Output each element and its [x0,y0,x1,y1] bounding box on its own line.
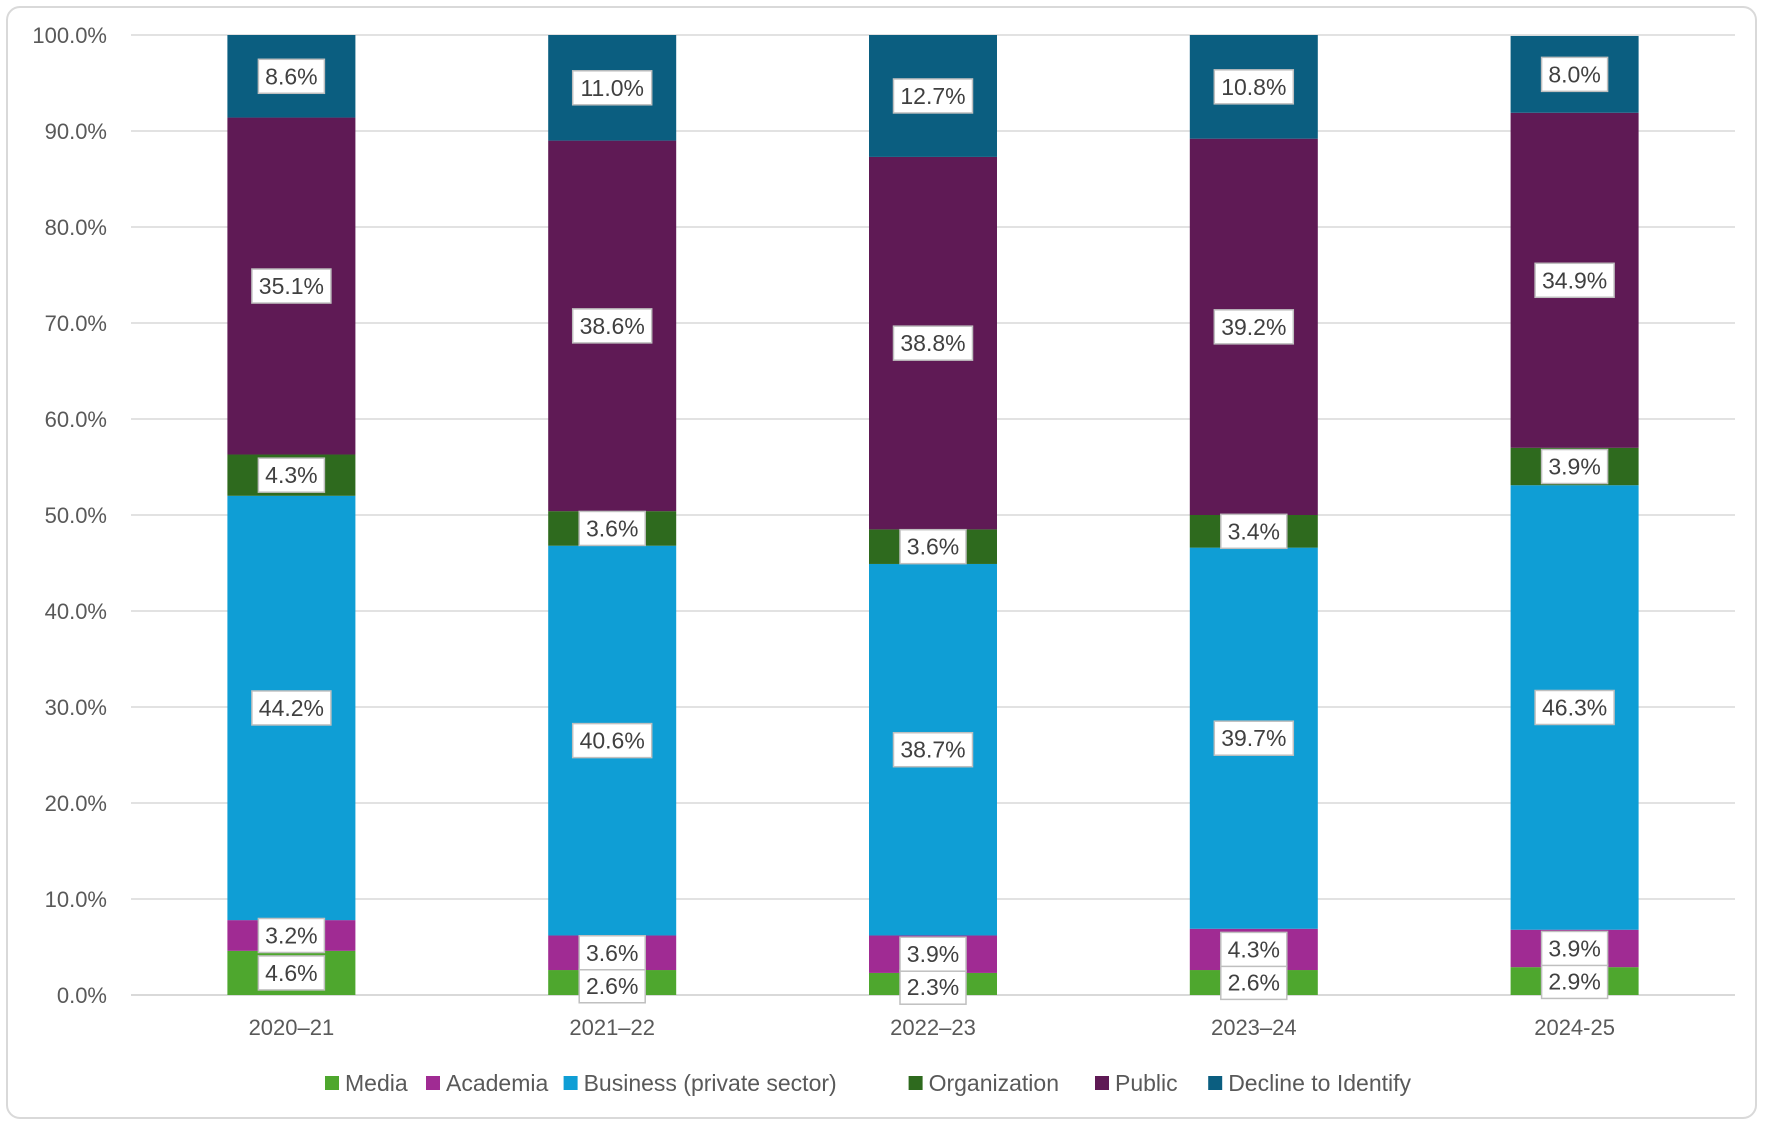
data-label-box [578,935,646,971]
legend-label: Media [345,1070,408,1096]
data-label: 2.3% [907,974,959,1000]
data-label-box [1220,931,1288,968]
legend: Media Academia Business (private sector) Or… [325,1070,1412,1096]
y-tick-label: 100.0% [32,23,107,48]
data-label: 44.2% [259,695,324,721]
data-label-box [571,722,653,759]
data-label-box [892,78,974,114]
data-label: 2.6% [1228,969,1280,995]
data-label: 2.6% [586,973,638,999]
data-label: 46.3% [1542,694,1607,720]
y-tick-label: 90.0% [45,119,107,144]
data-label-box [257,58,326,95]
chart-frame [6,6,1757,1119]
data-label: 4.6% [265,960,317,986]
data-label: 3.6% [907,534,959,560]
data-label-box [571,308,653,344]
data-label-box [899,936,967,972]
data-label: 39.7% [1221,725,1286,751]
y-tick-label: 10.0% [45,887,107,912]
legend-swatch [1208,1076,1223,1090]
data-label: 2.9% [1548,968,1600,994]
data-label-box [1540,56,1609,93]
data-label: 4.3% [265,462,317,488]
y-tick-label: 0.0% [57,983,107,1008]
legend-swatch [426,1076,440,1090]
data-label: 3.6% [586,515,638,541]
data-label: 8.6% [265,63,317,89]
data-label-box [578,968,646,1004]
legend-swatch [563,1076,578,1090]
data-label-box [1540,963,1609,1000]
x-tick-label: 2020–21 [249,1015,335,1040]
data-label: 4.3% [1228,936,1280,962]
data-label-box [1213,69,1295,105]
y-tick-label: 20.0% [45,791,107,816]
data-label: 34.9% [1542,267,1607,293]
data-label-box [1540,448,1609,485]
data-label-box [251,690,332,726]
data-label: 3.9% [907,941,959,967]
data-label-box [1540,930,1609,967]
data-label: 3.9% [1548,454,1600,480]
data-label-box [257,955,326,991]
data-label-box [257,917,326,954]
legend-label: Business (private sector) [584,1070,837,1096]
data-label: 11.0% [580,75,644,101]
x-tick-label: 2024-25 [1534,1015,1615,1040]
legend-swatch [1095,1076,1109,1090]
legend-swatch [325,1076,339,1090]
legend-label: Organization [929,1070,1059,1096]
data-label-box [892,731,974,768]
legend-swatch [908,1076,923,1090]
data-label: 39.2% [1221,314,1286,340]
data-label-box [1534,689,1615,726]
data-label-box [899,969,967,1005]
data-label: 40.6% [580,728,645,754]
y-tick-label: 60.0% [45,407,107,432]
data-label-box [899,528,967,565]
data-label: 3.4% [1228,518,1280,544]
data-label: 38.8% [900,330,965,356]
data-label: 12.7% [900,83,965,109]
legend-label: Decline to Identify [1228,1070,1411,1096]
data-label-box [1213,720,1295,756]
data-label-box [251,268,332,304]
y-tick-label: 80.0% [45,215,107,240]
data-label: 38.7% [900,737,965,763]
legend-label: Public [1115,1070,1178,1096]
data-label-box [578,510,646,547]
data-label-box [1220,513,1288,550]
x-tick-label: 2022–23 [890,1015,976,1040]
y-tick-label: 50.0% [45,503,107,528]
legend-label: Academia [446,1070,548,1096]
data-label: 10.8% [1221,74,1286,100]
data-label: 8.0% [1548,61,1600,87]
data-label: 3.2% [265,922,317,948]
y-tick-label: 70.0% [45,311,107,336]
x-tick-label: 2023–24 [1211,1015,1297,1040]
data-label-box [1534,262,1615,299]
data-label-box [257,457,326,493]
data-label-box [571,70,653,106]
data-label: 3.6% [586,940,638,966]
data-label: 35.1% [259,273,324,299]
data-label: 38.6% [580,313,645,339]
data-label: 3.9% [1548,935,1600,961]
data-label-box [892,325,974,361]
y-tick-label: 30.0% [45,695,107,720]
x-tick-label: 2021–22 [569,1015,655,1040]
data-label-box [1220,964,1288,1001]
data-label-box [1213,309,1295,345]
y-tick-label: 40.0% [45,599,107,624]
